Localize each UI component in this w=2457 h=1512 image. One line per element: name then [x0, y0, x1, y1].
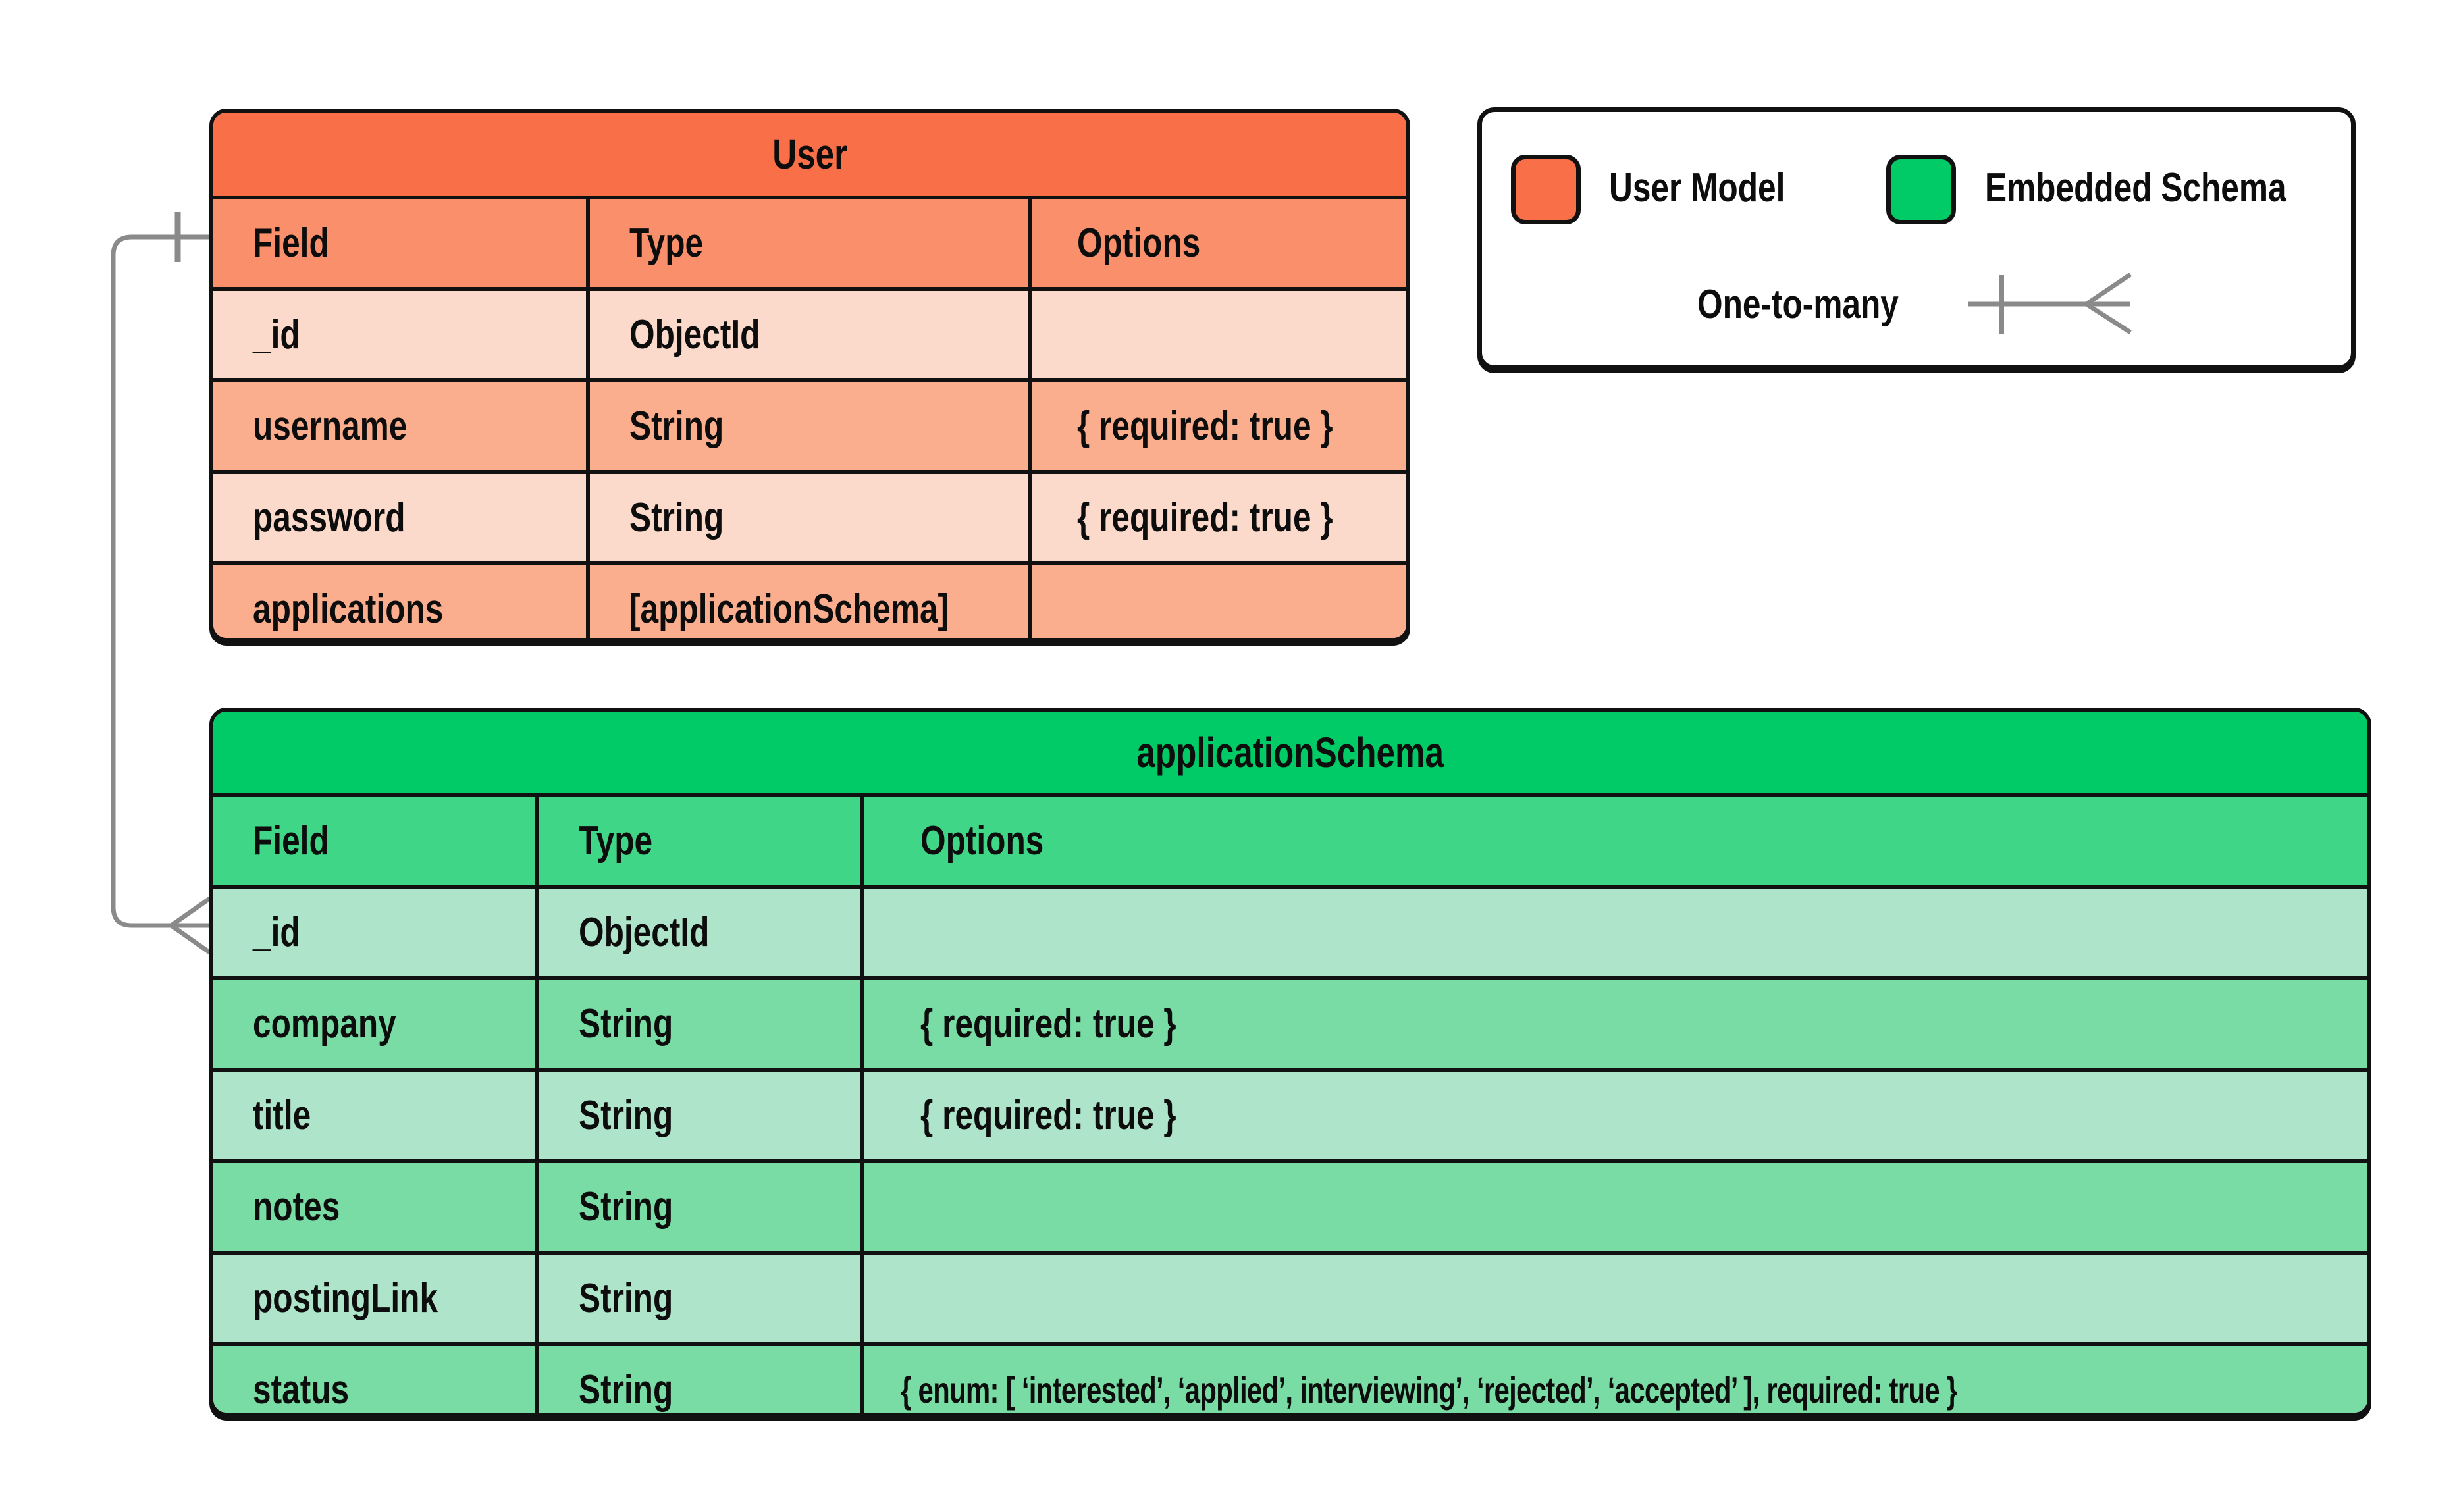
- options-cell: { enum: [ ‘interested’, ‘applied’, inter…: [860, 1346, 2367, 1413]
- table-row-id: _id ObjectId: [213, 287, 1406, 378]
- options-cell: [860, 1163, 2367, 1251]
- type-cell: String: [535, 1255, 860, 1342]
- field-cell: password: [253, 495, 406, 540]
- user-table-title-text: User: [772, 130, 847, 178]
- connector-line: [111, 234, 211, 928]
- embedded-schema-swatch: [1886, 155, 1956, 224]
- field-cell: company: [253, 1001, 396, 1047]
- application-table-title: applicationSchema: [213, 712, 2367, 793]
- field-cell: _id: [253, 312, 300, 357]
- options-cell: { required: true }: [860, 980, 2367, 1068]
- table-row-postinglink: postingLink String: [213, 1251, 2367, 1342]
- options-cell: { required: true }: [1028, 474, 1406, 561]
- application-table-title-text: applicationSchema: [1136, 729, 1444, 776]
- header-cell-options: Options: [860, 797, 2367, 885]
- field-cell: postingLink: [253, 1276, 438, 1321]
- user-table-title: User: [213, 113, 1406, 196]
- type-cell: String: [586, 474, 1028, 561]
- user-model-swatch: [1511, 155, 1581, 224]
- symbol-crow-foot: [2078, 273, 2132, 334]
- application-schema-table: applicationSchema Field Type Options _id…: [209, 708, 2371, 1417]
- type-cell: String: [535, 980, 860, 1068]
- header-cell-options: Options: [1028, 199, 1406, 287]
- one-to-many-label: One-to-many: [1697, 281, 1899, 327]
- table-row-applications: applications [applicationSchema]: [213, 561, 1406, 638]
- field-cell: status: [253, 1367, 350, 1413]
- application-table-header-row: Field Type Options: [213, 793, 2367, 885]
- table-row-title: title String { required: true }: [213, 1068, 2367, 1159]
- header-cell-field: Field: [253, 221, 329, 266]
- type-cell: String: [535, 1163, 860, 1251]
- options-cell: [1028, 291, 1406, 378]
- options-cell: { required: true }: [860, 1072, 2367, 1159]
- options-cell: { required: true }: [1028, 382, 1406, 470]
- options-cell: [860, 889, 2367, 976]
- type-cell: String: [535, 1072, 860, 1159]
- one-to-many-symbol: [1968, 273, 2132, 334]
- header-cell-field: Field: [253, 818, 329, 864]
- type-cell: ObjectId: [535, 889, 860, 976]
- header-cell-type: Type: [586, 199, 1028, 287]
- field-cell: applications: [253, 587, 444, 632]
- embedded-schema-label: Embedded Schema: [1985, 165, 2286, 211]
- type-cell: [applicationSchema]: [586, 565, 1028, 638]
- table-row-notes: notes String: [213, 1159, 2367, 1251]
- field-cell: _id: [253, 910, 300, 955]
- options-cell: [1028, 565, 1406, 638]
- user-table-header-row: Field Type Options: [213, 196, 1406, 287]
- table-row-password: password String { required: true }: [213, 470, 1406, 561]
- table-row-username: username String { required: true }: [213, 378, 1406, 470]
- legend-box: User Model Embedded Schema One-to-many: [1477, 107, 2356, 370]
- table-row-id: _id ObjectId: [213, 885, 2367, 976]
- crow-foot-marker: [163, 896, 213, 955]
- options-cell: [860, 1255, 2367, 1342]
- table-row-company: company String { required: true }: [213, 976, 2367, 1068]
- user-model-label: User Model: [1609, 165, 1785, 211]
- type-cell: String: [586, 382, 1028, 470]
- table-row-status: status String { enum: [ ‘interested’, ‘a…: [213, 1342, 2367, 1413]
- user-model-table: User Field Type Options _id ObjectId use…: [209, 109, 1410, 642]
- field-cell: username: [253, 404, 408, 449]
- field-cell: title: [253, 1093, 311, 1138]
- type-cell: ObjectId: [586, 291, 1028, 378]
- type-cell: String: [535, 1346, 860, 1413]
- field-cell: notes: [253, 1184, 340, 1230]
- header-cell-type: Type: [535, 797, 860, 885]
